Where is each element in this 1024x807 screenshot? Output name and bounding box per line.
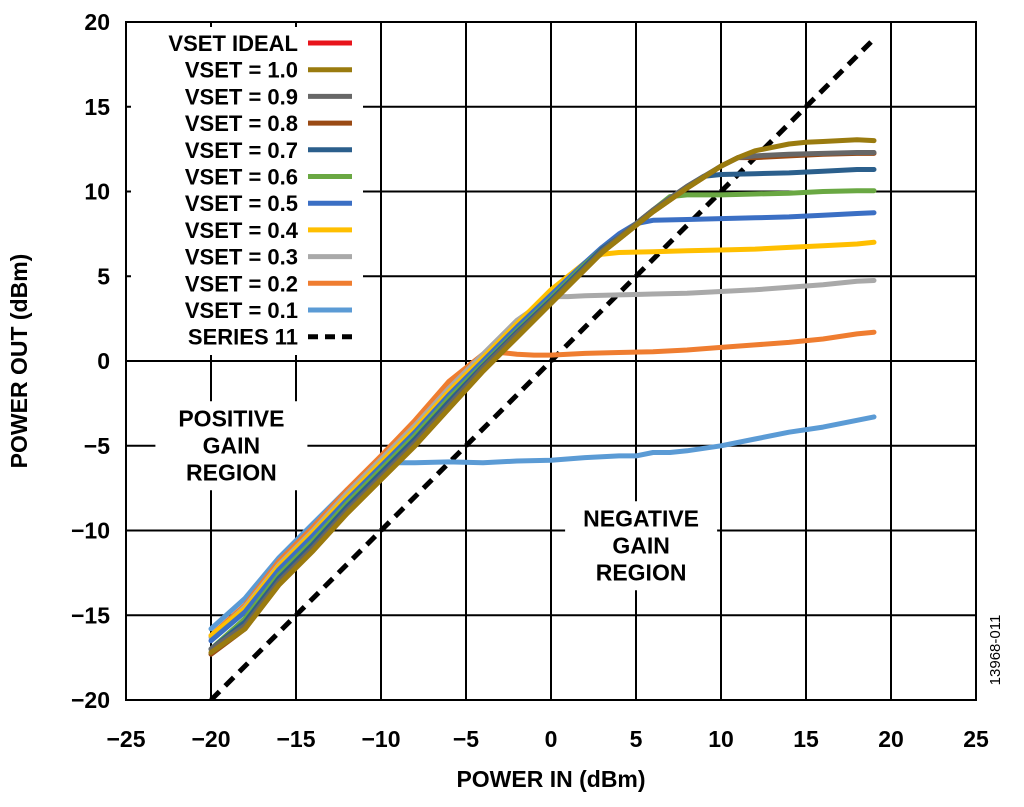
legend-label: VSET = 0.7 [185,138,298,163]
positive-gain-region-label: REGION [186,459,277,485]
legend-label: VSET = 0.9 [185,84,298,109]
x-tick-label: 10 [708,726,734,752]
x-tick-label: −25 [106,726,145,752]
legend-label: VSET = 0.5 [185,191,298,216]
x-tick-label: −20 [191,726,230,752]
positive-gain-region-label: GAIN [203,432,261,458]
plot-frame [125,21,977,701]
legend-label: VSET = 0.1 [185,298,298,323]
y-tick-label: 10 [84,179,110,205]
x-tick-label: 20 [878,726,904,752]
legend-label: VSET = 1.0 [185,58,298,83]
positive-gain-region-label: POSITIVE [178,405,284,431]
y-tick-label: −10 [71,518,110,544]
negative-gain-region-label: GAIN [612,532,670,558]
series-line-vset-0-1 [208,414,877,632]
legend-background [131,27,363,355]
y-tick-label: 0 [97,348,110,374]
negative-gain-region-label: NEGATIVE [583,505,699,531]
legend-label: VSET = 0.6 [185,165,298,190]
y-tick-label: −15 [71,602,110,628]
series-line-vset-1-0 [208,137,877,655]
y-tick-label: 15 [84,94,110,120]
y-tick-label: −5 [84,433,110,459]
y-tick-label: 5 [97,263,110,289]
annotation-background [155,401,308,491]
annotation-background [565,501,718,591]
legend-label: VSET IDEAL [168,31,298,56]
y-tick-label: 20 [84,9,110,35]
x-tick-label: 15 [793,726,819,752]
x-tick-label: 0 [545,726,558,752]
figure-id: 13968-011 [987,615,1004,686]
y-tick-labels: −20 −15 −10 −5 0 5 10 15 20 [71,9,110,713]
legend-label: VSET = 0.3 [185,245,298,270]
series-line-vset-0-2 [208,329,877,639]
x-tick-label: 25 [963,726,989,752]
series-lines [208,37,877,700]
negative-gain-region-label: REGION [596,559,687,585]
x-tick-label: −15 [276,726,315,752]
x-tick-labels: −25 −20 −15 −10 −5 0 5 10 15 20 25 [106,726,989,752]
legend-label: VSET = 0.2 [185,271,298,296]
legend-label: VSET = 0.8 [185,111,298,136]
y-tick-label: −20 [71,687,110,713]
x-tick-label: −10 [361,726,400,752]
legend-label: VSET = 0.4 [185,218,299,243]
x-tick-label: −5 [453,726,479,752]
x-tick-label: 5 [630,726,643,752]
legend-label: SERIES 11 [188,325,298,350]
x-axis-title: POWER IN (dBm) [456,766,645,792]
y-axis-title: POWER OUT (dBm) [6,254,32,469]
